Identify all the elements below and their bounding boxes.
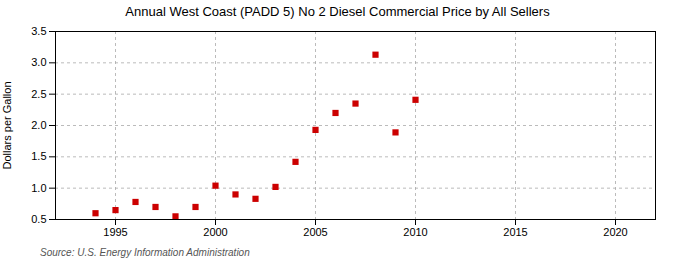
svg-text:2.0: 2.0 xyxy=(31,119,46,131)
svg-text:2020: 2020 xyxy=(603,226,627,238)
svg-text:2005: 2005 xyxy=(303,226,327,238)
svg-text:2000: 2000 xyxy=(203,226,227,238)
svg-text:2.5: 2.5 xyxy=(31,88,46,100)
svg-text:0.5: 0.5 xyxy=(31,213,46,225)
svg-text:2015: 2015 xyxy=(503,226,527,238)
svg-text:3.0: 3.0 xyxy=(31,56,46,68)
html-text:Source: U.S. Energy Informatio: Source: U.S. Energy Information Administ… xyxy=(40,247,250,258)
svg-text:1.0: 1.0 xyxy=(31,182,46,194)
html-text:Annual West Coast (PADD 5) No: Annual West Coast (PADD 5) No 2 Diesel C… xyxy=(125,4,550,19)
svg-text:2010: 2010 xyxy=(403,226,427,238)
svg-text:Dollars per Gallon: Dollars per Gallon xyxy=(1,81,13,169)
svg-text:1.5: 1.5 xyxy=(31,150,46,162)
svg-text:1995: 1995 xyxy=(103,226,127,238)
svg-text:3.5: 3.5 xyxy=(31,25,46,37)
